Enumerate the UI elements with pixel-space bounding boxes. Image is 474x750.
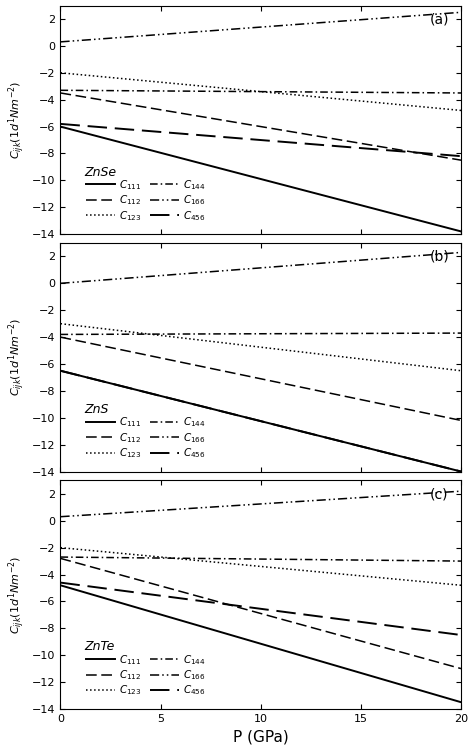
Legend: $C_{{111}}$, $C_{{112}}$, $C_{{123}}$, $C_{{144}}$, $C_{{166}}$, $C_{{456}}$: $C_{{111}}$, $C_{{112}}$, $C_{{123}}$, $… bbox=[82, 411, 210, 464]
Text: (c): (c) bbox=[429, 488, 448, 501]
Y-axis label: $C_{ijk}(1d^{1}Nm^{-2})$: $C_{ijk}(1d^{1}Nm^{-2})$ bbox=[6, 81, 27, 159]
Text: (a): (a) bbox=[429, 13, 449, 26]
Text: ZnTe: ZnTe bbox=[84, 640, 115, 653]
Text: ZnSe: ZnSe bbox=[84, 166, 117, 178]
Text: ZnS: ZnS bbox=[84, 403, 109, 416]
Y-axis label: $C_{ijk}(1d^{1}Nm^{-2})$: $C_{ijk}(1d^{1}Nm^{-2})$ bbox=[6, 556, 27, 634]
Text: (b): (b) bbox=[429, 250, 449, 264]
Legend: $C_{{111}}$, $C_{{112}}$, $C_{{123}}$, $C_{{144}}$, $C_{{166}}$, $C_{{456}}$: $C_{{111}}$, $C_{{112}}$, $C_{{123}}$, $… bbox=[82, 174, 210, 226]
Y-axis label: $C_{ijk}(1d^{1}Nm^{-2})$: $C_{ijk}(1d^{1}Nm^{-2})$ bbox=[6, 318, 27, 397]
X-axis label: P (GPa): P (GPa) bbox=[233, 730, 289, 745]
Legend: $C_{{111}}$, $C_{{112}}$, $C_{{123}}$, $C_{{144}}$, $C_{{166}}$, $C_{{456}}$: $C_{{111}}$, $C_{{112}}$, $C_{{123}}$, $… bbox=[82, 649, 210, 701]
